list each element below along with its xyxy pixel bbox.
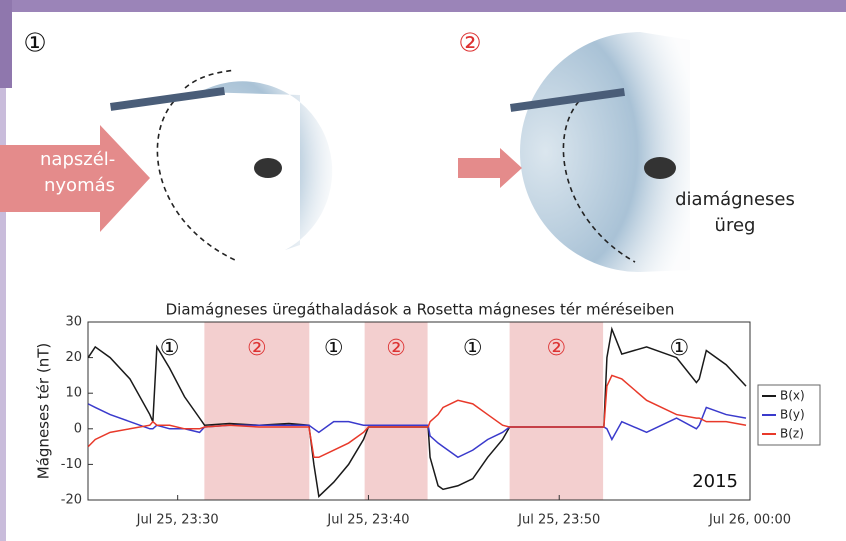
region-label: ① — [324, 336, 344, 361]
legend-label: B(x) — [780, 389, 805, 403]
arrow-label: nyomás — [44, 175, 115, 196]
arrow-label: napszél- — [40, 149, 115, 170]
y-tick-label: 30 — [65, 315, 82, 330]
frame-corner — [0, 0, 12, 88]
trajectory — [157, 95, 235, 260]
cavity-label: diamágneses — [675, 189, 795, 210]
figure: ① ② napszél- nyomás diamágneses üreg Dia… — [0, 0, 846, 541]
comet — [254, 158, 282, 178]
panel-label: ② — [458, 29, 481, 59]
cavity-large — [520, 32, 690, 272]
y-tick-label: 20 — [65, 350, 82, 365]
x-tick-label: Jul 25, 23:40 — [326, 513, 409, 528]
y-tick-label: 0 — [74, 421, 82, 436]
region-label: ① — [463, 336, 483, 361]
y-tick-label: -10 — [61, 457, 82, 472]
cavity-label: üreg — [715, 215, 756, 236]
annotation: 2015 — [692, 471, 738, 492]
legend-label: B(z) — [780, 427, 804, 441]
frame-top — [0, 0, 846, 12]
y-tick-label: 10 — [65, 386, 82, 401]
x-tick-label: Jul 25, 23:50 — [517, 513, 600, 528]
y-axis-label: Mágneses tér (nT) — [35, 343, 53, 479]
panel-label: ① — [23, 29, 46, 59]
region-label: ② — [546, 336, 566, 361]
x-tick-label: Jul 26, 00:00 — [708, 513, 791, 528]
region-label: ② — [386, 336, 406, 361]
legend-label: B(y) — [780, 408, 805, 422]
region-label: ① — [670, 336, 690, 361]
comet — [644, 157, 676, 179]
satellite — [110, 87, 225, 111]
y-tick-label: -20 — [61, 493, 82, 508]
small-arrow — [458, 148, 522, 188]
chart-title: Diamágneses üregáthaladások a Rosetta má… — [166, 301, 675, 319]
region-label: ② — [247, 336, 267, 361]
x-tick-label: Jul 25, 23:30 — [136, 513, 219, 528]
